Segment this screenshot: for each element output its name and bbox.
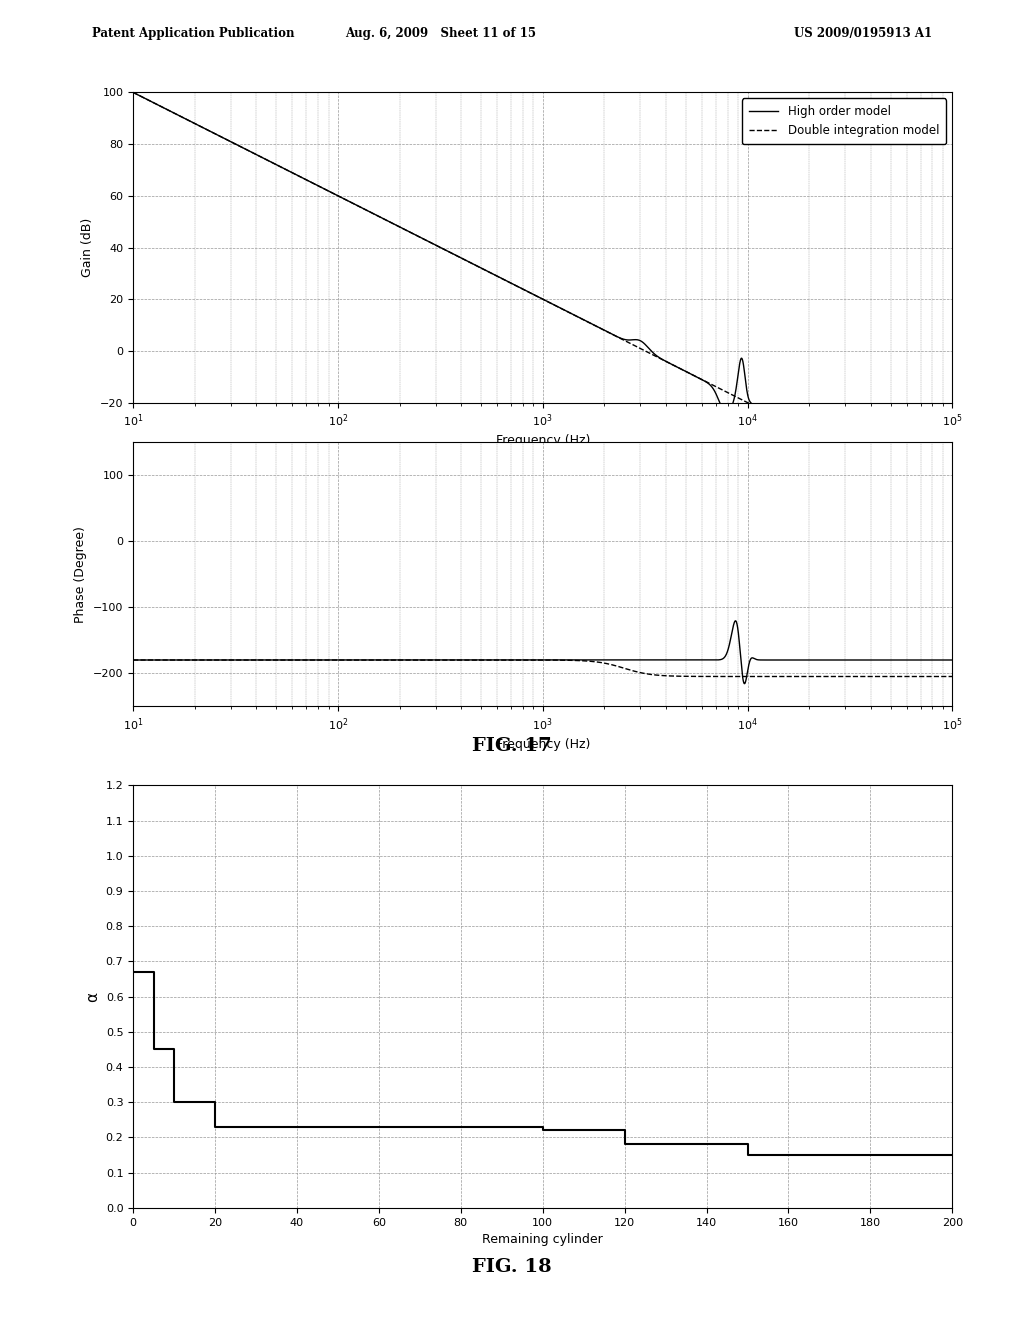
Double integration model	[168, 106, 180, 121]
Y-axis label: Gain (dB): Gain (dB)	[81, 218, 94, 277]
High order model	[611, 329, 624, 345]
Double integration model	[647, 347, 659, 363]
Text: FIG. 17: FIG. 17	[472, 737, 552, 755]
High order model	[778, 413, 791, 429]
Text: Patent Application Publication: Patent Application Publication	[92, 26, 295, 40]
X-axis label: Frequency (Hz): Frequency (Hz)	[496, 738, 590, 751]
High order model	[168, 106, 180, 121]
Double integration model	[611, 329, 624, 345]
Double integration model	[734, 391, 746, 407]
Line: High order model: High order model	[133, 92, 952, 506]
High order model	[424, 234, 436, 249]
X-axis label: Frequency (Hz): Frequency (Hz)	[496, 434, 590, 447]
High order model	[734, 352, 746, 368]
X-axis label: Remaining cylinder: Remaining cylinder	[482, 1233, 603, 1246]
Text: FIG. 18: FIG. 18	[472, 1258, 552, 1276]
Y-axis label: Phase (Degree): Phase (Degree)	[75, 525, 87, 623]
Text: Aug. 6, 2009   Sheet 11 of 15: Aug. 6, 2009 Sheet 11 of 15	[345, 26, 536, 40]
Double integration model	[946, 498, 958, 513]
High order model	[946, 498, 958, 513]
Double integration model	[424, 234, 436, 249]
Line: Double integration model: Double integration model	[133, 92, 952, 506]
Text: US 2009/0195913 A1: US 2009/0195913 A1	[794, 26, 932, 40]
High order model	[647, 346, 659, 362]
Legend: High order model, Double integration model: High order model, Double integration mod…	[741, 98, 946, 144]
Double integration model	[127, 84, 139, 100]
High order model	[127, 84, 139, 100]
Y-axis label: α: α	[85, 991, 100, 1002]
Double integration model	[778, 413, 791, 429]
